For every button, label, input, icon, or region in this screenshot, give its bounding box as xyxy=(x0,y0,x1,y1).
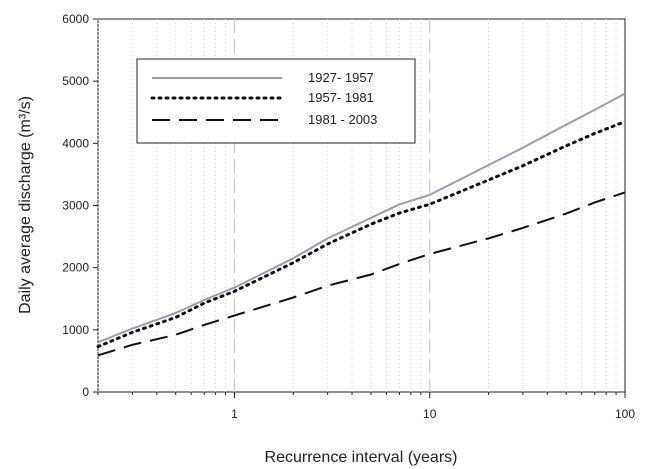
y-tick-label: 1000 xyxy=(62,323,89,337)
legend: 1927- 1957 1957- 1981 1981 - 2003 xyxy=(136,58,416,144)
legend-label-1927-1957: 1927- 1957 xyxy=(308,70,374,85)
series-line-1927-1957 xyxy=(97,92,626,344)
y-axis-title: Daily average discharge (m³/s) xyxy=(17,96,34,314)
series-line-1981-2003 xyxy=(97,191,626,357)
x-axis: 1 10 100 xyxy=(97,392,635,421)
legend-label-1957-1981: 1957- 1981 xyxy=(308,90,374,105)
x-tick-label: 1 xyxy=(231,407,238,421)
x-axis-title: Recurrence interval (years) xyxy=(265,449,458,466)
series-line-1957-1981 xyxy=(96,120,627,349)
series-lines xyxy=(96,92,627,357)
y-tick-label: 0 xyxy=(82,385,89,399)
y-axis: 0 1000 2000 3000 4000 5000 6000 xyxy=(62,12,98,399)
y-tick-label: 2000 xyxy=(62,261,89,275)
y-tick-label: 3000 xyxy=(62,199,89,213)
y-tick-label: 4000 xyxy=(62,136,89,150)
y-tick-label: 6000 xyxy=(62,12,89,26)
legend-label-1981-2003: 1981 - 2003 xyxy=(308,112,377,127)
x-tick-label: 10 xyxy=(423,407,437,421)
legend-box xyxy=(136,58,416,144)
y-tick-label: 5000 xyxy=(62,74,89,88)
x-tick-label: 100 xyxy=(615,407,635,421)
